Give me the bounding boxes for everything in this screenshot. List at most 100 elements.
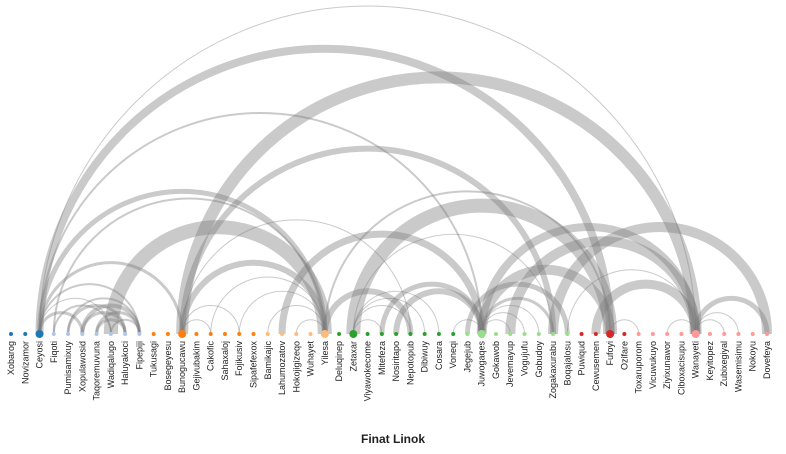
- arc-link: [38, 311, 84, 335]
- node-dot: [251, 332, 256, 336]
- node-dot: [365, 332, 370, 336]
- arc-link: [548, 222, 772, 335]
- node-dot: [451, 332, 456, 336]
- node-label: Hokojigizeqo: [291, 341, 301, 393]
- arc-link: [103, 220, 332, 335]
- node-label: Xopulawosid: [77, 341, 87, 392]
- node-label: Fufoyi: [605, 341, 615, 366]
- node-label: Wuhayet: [306, 341, 316, 377]
- arc-link: [666, 319, 697, 335]
- arc-links: [35, 5, 772, 335]
- node-label: Zogakaxurabu: [548, 341, 558, 399]
- arc-link: [295, 319, 326, 335]
- node-label: Ciboxacisupu: [676, 341, 686, 395]
- arc-link: [67, 297, 141, 335]
- arc-link: [38, 283, 141, 335]
- node-label: Nosiritapo: [391, 341, 401, 382]
- node-dot: [508, 332, 513, 336]
- node-dot: [536, 332, 541, 336]
- node-label: Dovefeya: [762, 341, 772, 379]
- node-label: Toxaruporom: [634, 341, 644, 394]
- node-dot: [237, 332, 242, 336]
- node-dot: [650, 332, 655, 336]
- node-label: Ceyosi: [35, 341, 45, 369]
- node-label: Keyitopez: [705, 341, 715, 381]
- node-dot: [165, 332, 170, 336]
- node-label: Vogujufu: [520, 341, 530, 376]
- node-label: Gokawob: [491, 341, 501, 379]
- node-label: Boqajalosu: [562, 341, 572, 386]
- node-dot: [66, 332, 71, 336]
- arc-link: [393, 288, 485, 335]
- node-label: Novizamor: [20, 341, 30, 384]
- node-dot: [551, 332, 556, 336]
- arc-link: [352, 305, 411, 335]
- arc-link: [481, 319, 511, 335]
- node-label: Gobudoy: [534, 341, 544, 378]
- node-dot: [108, 332, 113, 336]
- node-dot: [707, 332, 712, 336]
- node-dot: [665, 332, 670, 336]
- arc-link: [181, 219, 411, 335]
- node-label: Fipepiji: [134, 341, 144, 370]
- node-label: Juwogaqes: [477, 341, 487, 387]
- node-dot: [622, 332, 627, 336]
- node-dot: [349, 330, 358, 338]
- chart-title: Finat Linok: [361, 432, 425, 446]
- node-label: Lahumozatov: [277, 341, 287, 396]
- arc-link: [566, 269, 697, 335]
- node-dot: [679, 332, 684, 336]
- node-labels: Xobarog Novizamor Ceyosi Fiqoti Pumisamixuy X…: [6, 341, 772, 402]
- node-dot: [522, 332, 527, 336]
- arc-link: [352, 290, 440, 335]
- node-label: Yilesa: [320, 341, 330, 365]
- node-dot: [280, 332, 285, 336]
- node-dot: [408, 332, 413, 336]
- node-dot: [94, 332, 99, 336]
- arc-link: [505, 236, 701, 335]
- node-label: Bunogucawu: [177, 341, 187, 393]
- arc-link: [352, 233, 554, 335]
- arc-link: [379, 281, 485, 335]
- node-label: Jevemayup: [505, 341, 515, 387]
- arc-link: [109, 318, 141, 335]
- arc-link: [38, 111, 483, 335]
- node-dot: [379, 332, 384, 336]
- node-label: Viyawokecome: [363, 341, 373, 401]
- arc-link: [480, 296, 555, 335]
- arc-link: [52, 197, 326, 335]
- node-markers: [9, 330, 769, 338]
- node-label: Zetaxar: [348, 341, 358, 372]
- node-label: Puwiqud: [577, 341, 587, 376]
- node-dot: [9, 332, 13, 336]
- node-dot: [765, 332, 769, 336]
- arc-link: [179, 145, 557, 335]
- node-label: Wasemisimu: [733, 341, 743, 392]
- arc-link: [464, 281, 570, 335]
- node-label: Haluyakoci: [120, 341, 130, 385]
- arc-link: [52, 304, 112, 335]
- arc-link: [38, 261, 184, 335]
- node-dot: [151, 332, 156, 336]
- node-dot: [308, 332, 313, 336]
- node-dot: [394, 332, 399, 336]
- node-dot: [579, 332, 584, 336]
- node-label: Sipafefexox: [248, 341, 258, 389]
- node-dot: [436, 332, 441, 336]
- arc-link: [80, 303, 142, 335]
- node-label: Nokoyu: [748, 341, 758, 372]
- node-label: Ziyixunawor: [662, 341, 672, 389]
- node-label: Bamikajic: [263, 341, 273, 380]
- arc-link: [352, 298, 426, 335]
- node-dot: [194, 332, 199, 336]
- node-label: Nepotopub: [405, 341, 415, 385]
- node-label: Gejivubakim: [191, 341, 201, 391]
- arc-link: [481, 312, 526, 335]
- node-dot: [593, 332, 598, 336]
- node-dot: [337, 332, 342, 336]
- arc-link: [37, 189, 328, 335]
- node-dot: [178, 330, 187, 338]
- node-dot: [137, 332, 142, 336]
- node-dot: [736, 332, 741, 336]
